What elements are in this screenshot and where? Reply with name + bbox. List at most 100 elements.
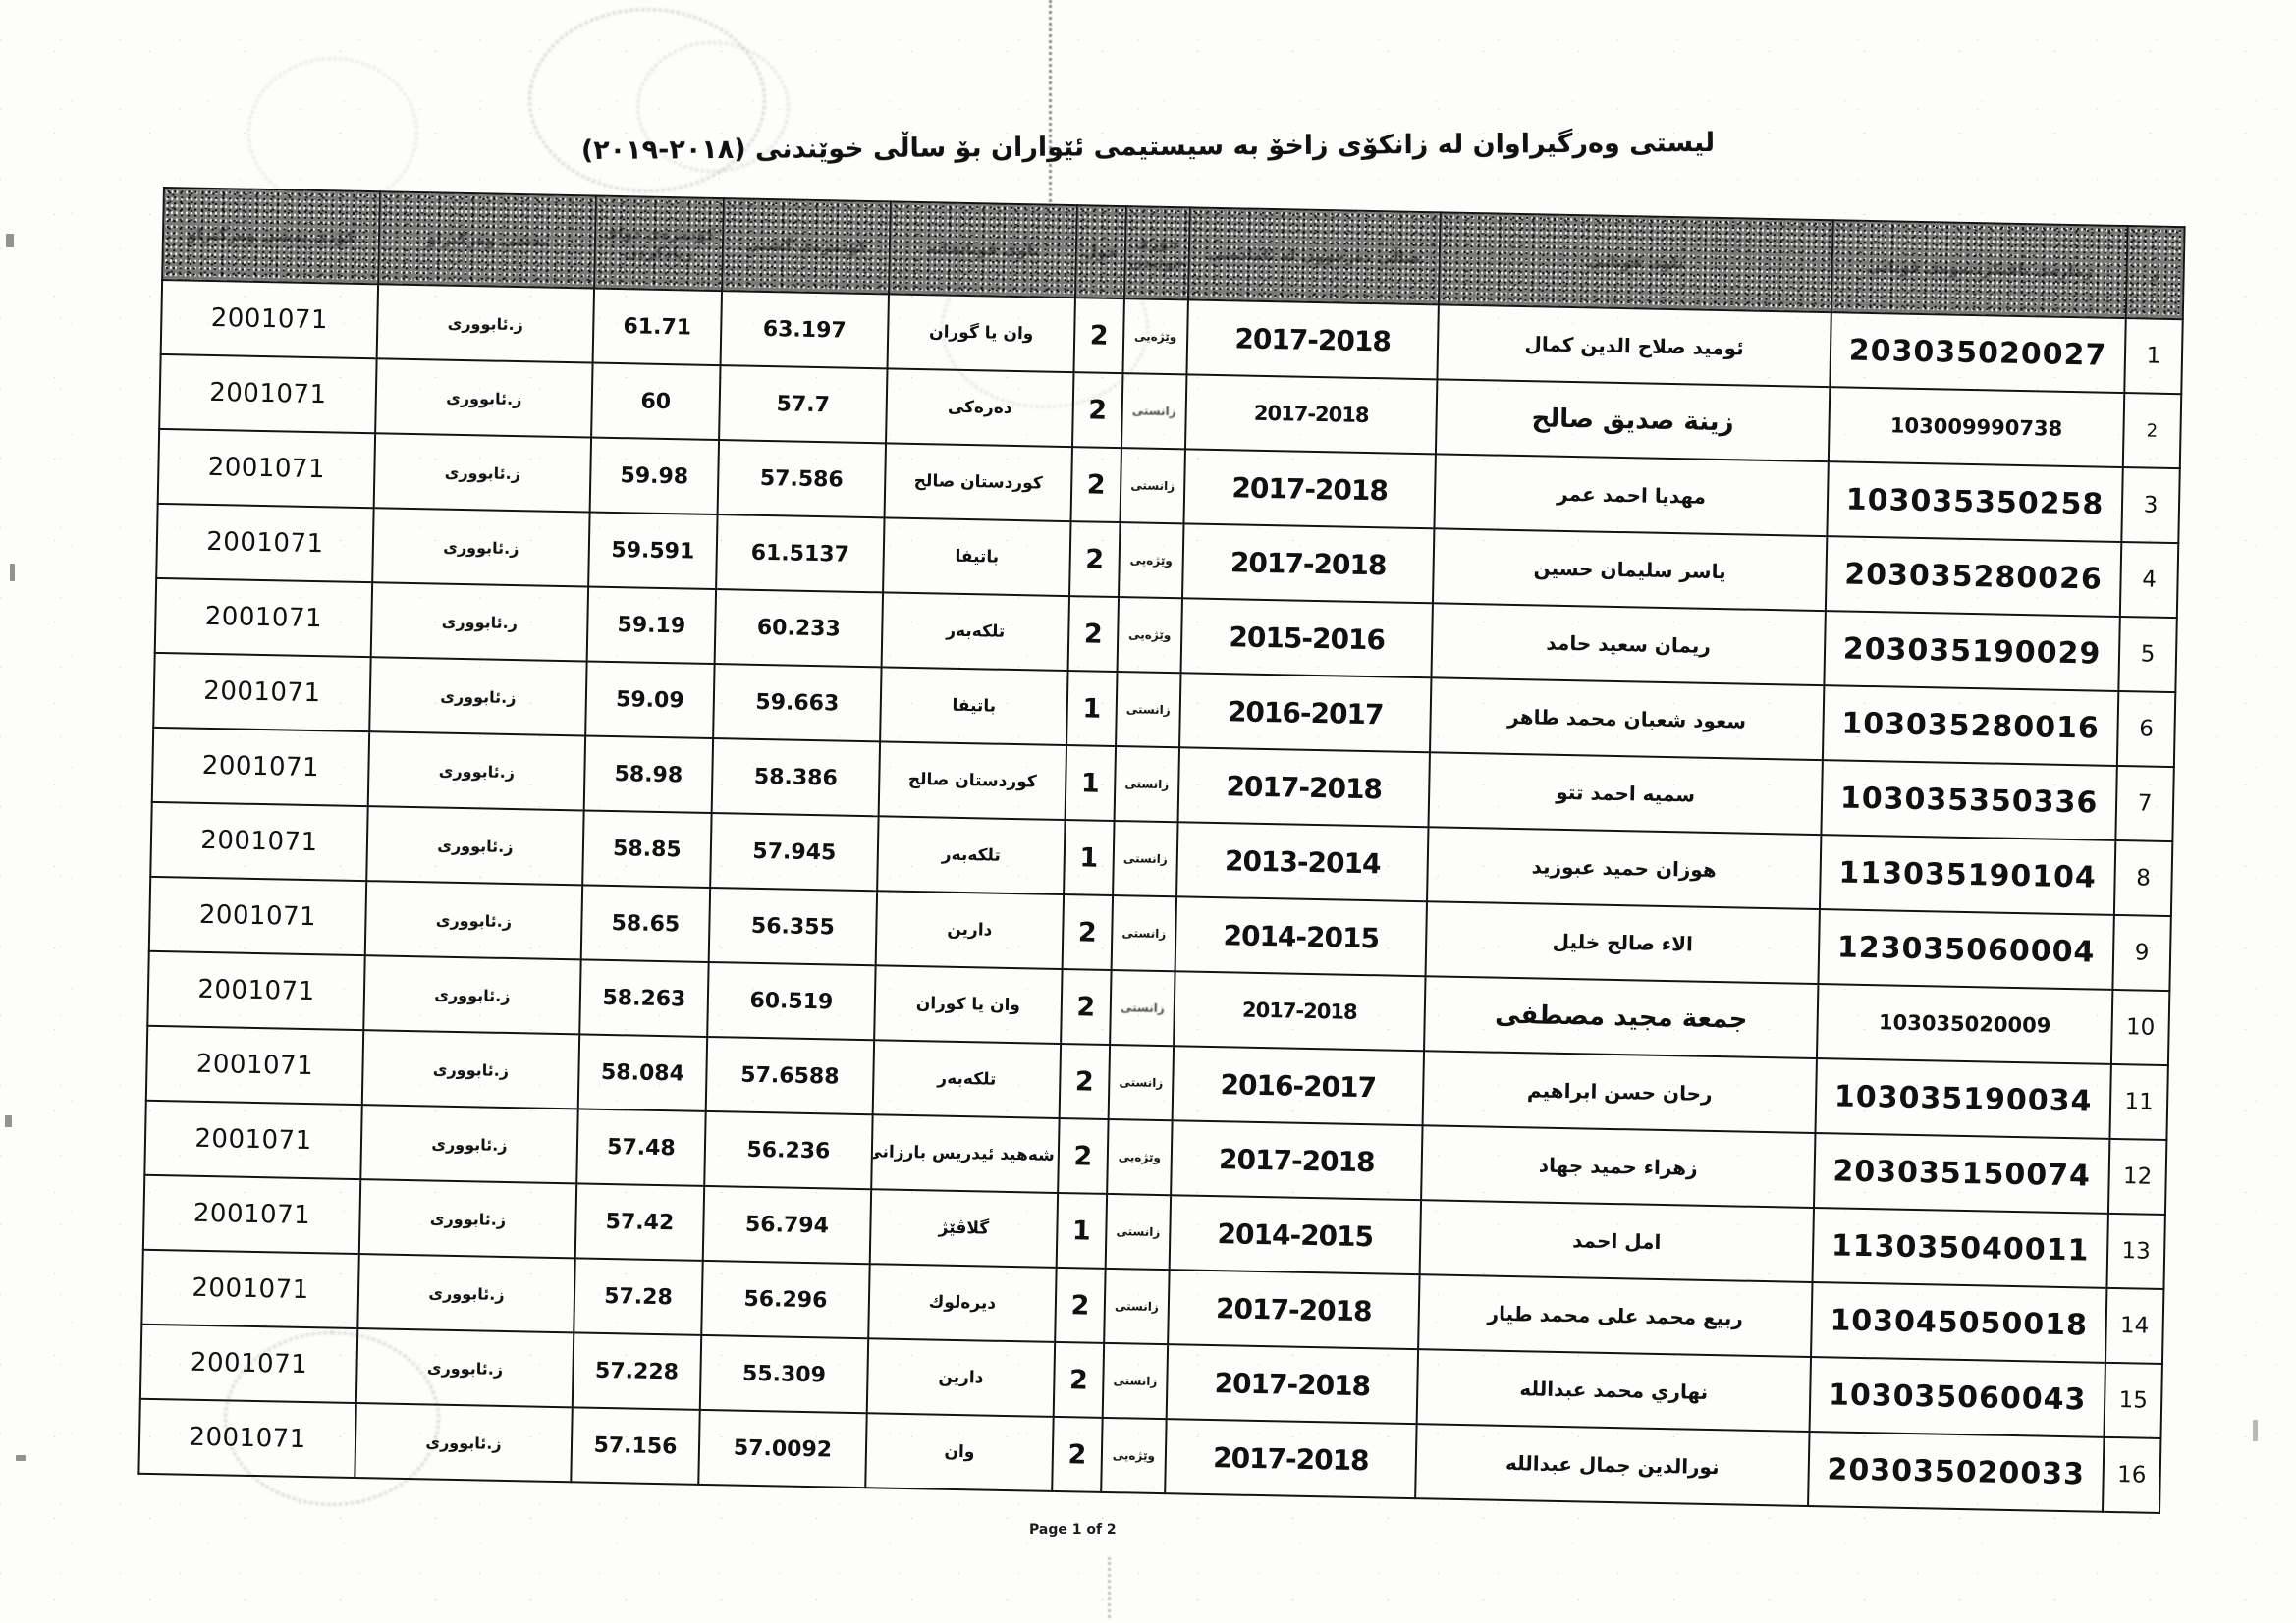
cell-student-name: الاء صالح خلیل [1425, 901, 1820, 985]
cell-school-name: گلاڤێژ [869, 1189, 1059, 1268]
col-header-student-name: ناوی قوتابی [1438, 212, 1833, 313]
cell-department-code: 2001071 [138, 1398, 356, 1479]
cell-department-code: 2001071 [157, 428, 376, 509]
cell-school-name: كوردستان صالح [884, 443, 1072, 522]
cell-department: ز.ئابووری [372, 508, 590, 587]
cell-department-code: 2001071 [150, 801, 368, 882]
cell-grade-after-bonus: 57.156 [571, 1407, 700, 1485]
cell-exam-number: 113035040011 [1812, 1208, 2108, 1288]
cell-exam-number: 103035190034 [1815, 1058, 2111, 1139]
cell-department-code: 2001071 [160, 279, 379, 359]
cell-school-name: باتیفا [880, 667, 1068, 746]
cell-department: ز.ئابووری [363, 955, 581, 1035]
cell-department-code: 2001071 [156, 503, 374, 583]
col-header-row-number: ژ [2125, 226, 2185, 320]
cell-student-name: زینة صدیق صالح [1435, 379, 1831, 462]
cell-graduation-year: 2017-2018 [1186, 299, 1439, 380]
cell-student-name: هوزان حمید عبوزید [1427, 827, 1822, 910]
cell-graduation-year: 2014-2015 [1169, 1195, 1422, 1275]
cell-graduation-year: 2013-2014 [1176, 822, 1429, 902]
cell-exam-number: 203035020033 [1808, 1431, 2105, 1512]
cell-total-grade: 60.519 [707, 961, 876, 1041]
scan-artifact [10, 564, 15, 581]
cell-study-type: زانستی [1102, 1342, 1169, 1420]
cell-row-number: 15 [2104, 1362, 2162, 1438]
cell-student-name: رحان حسن ابراهیم [1422, 1051, 1817, 1134]
cell-round: 2 [1067, 596, 1120, 673]
cell-department: ز.ئابووری [358, 1179, 577, 1259]
cell-school-name: تلكەبەر [872, 1040, 1062, 1118]
cell-department: ز.ئابووری [360, 1105, 578, 1184]
cell-study-type: وێژەیی [1122, 298, 1188, 375]
cell-round: 2 [1053, 1341, 1105, 1418]
cell-row-number: 12 [2107, 1138, 2167, 1216]
cell-school-name: دارین [875, 891, 1065, 970]
cell-department-code: 2001071 [144, 1100, 362, 1180]
cell-round: 2 [1069, 521, 1121, 598]
cell-student-name: سعود شعبان محمد طاهر [1429, 677, 1825, 761]
cell-grade-after-bonus: 58.65 [580, 885, 711, 962]
cell-study-type: وێژەیی [1101, 1417, 1167, 1494]
cell-study-type: زانستی [1108, 1044, 1175, 1121]
cell-row-number: 16 [2102, 1436, 2161, 1513]
cell-exam-number: 103035060043 [1809, 1356, 2105, 1437]
page-title: لیستی وەرگیراوان لە زانکۆی زاخۆ بە سیستی… [580, 127, 1716, 167]
cell-round: 1 [1064, 820, 1115, 896]
cell-row-number: 9 [2112, 914, 2171, 992]
cell-school-name: باتیفا [883, 517, 1071, 597]
table-body: 1 203035020027 ئومید صلاح الدین كمال 201… [138, 279, 2183, 1513]
cell-exam-number: 103035020009 [1816, 984, 2113, 1064]
admissions-table: ژ ژمارەی تاقیکردنەوەی قوتابی ناوی قوتابی… [137, 187, 2185, 1514]
cell-school-name: دیرەلوك [868, 1264, 1057, 1342]
cell-graduation-year: 2017-2018 [1177, 747, 1430, 828]
cell-student-name: جمعة مجید مصطفی [1424, 976, 1819, 1059]
cell-row-number: 2 [2122, 393, 2182, 469]
cell-student-name: نهاري محمد عبدالله [1416, 1349, 1812, 1432]
cell-grade-after-bonus: 57.42 [574, 1183, 705, 1261]
scan-artifact [16, 1455, 26, 1461]
cell-grade-after-bonus: 59.98 [589, 437, 720, 515]
cell-student-name: مهدیا احمد عمر [1434, 454, 1829, 537]
cell-row-number: 5 [2118, 616, 2177, 693]
cell-total-grade: 56.296 [701, 1260, 870, 1339]
cell-department: ز.ئابووری [369, 657, 587, 736]
cell-round: 1 [1066, 671, 1118, 747]
cell-department: ز.ئابووری [357, 1254, 575, 1333]
cell-total-grade: 56.236 [704, 1110, 873, 1190]
cell-exam-number: 203035190029 [1824, 611, 2120, 691]
cell-study-type: زانستی [1104, 1268, 1170, 1345]
cell-grade-after-bonus: 57.28 [574, 1258, 703, 1335]
cell-study-type: زانستی [1114, 746, 1180, 823]
cell-department: ز.ئابووری [355, 1403, 573, 1483]
cell-school-name: تلكەبەر [877, 816, 1066, 895]
scan-artifact [6, 234, 14, 247]
cell-school-name: تلكەبەر [881, 592, 1070, 672]
col-header-graduation-year: ساڵی دەرچوون لە ئامادەیی [1187, 207, 1441, 305]
cell-study-type: زانستی [1110, 969, 1175, 1047]
cell-grade-after-bonus: 61.71 [592, 288, 723, 366]
cell-exam-number: 203035280026 [1825, 536, 2122, 617]
cell-grade-after-bonus: 58.263 [579, 959, 709, 1037]
cell-department: ز.ئابووری [367, 731, 586, 811]
cell-department: ز.ئابووری [370, 582, 589, 662]
page-number: Page 1 of 2 [1029, 1522, 1117, 1538]
cell-student-name: ریمان سعید حامد [1431, 603, 1826, 686]
cell-row-number: 1 [2124, 318, 2183, 395]
cell-row-number: 6 [2116, 690, 2176, 768]
cell-graduation-year: 2014-2015 [1175, 896, 1428, 977]
cell-total-grade: 61.5137 [716, 514, 885, 593]
cell-graduation-year: 2017-2018 [1174, 971, 1426, 1052]
cell-study-type: وێژەیی [1119, 522, 1184, 599]
cell-school-name: وان یا گوران [887, 294, 1075, 373]
cell-grade-after-bonus: 58.98 [583, 735, 714, 814]
cell-exam-number: 103035350336 [1821, 760, 2117, 840]
cell-department-code: 2001071 [141, 1249, 359, 1329]
col-header-round: خول [1074, 205, 1126, 299]
fold-line [1108, 1557, 1111, 1618]
cell-department: ز.ئابووری [376, 284, 595, 363]
cell-total-grade: 55.309 [699, 1334, 869, 1414]
cell-department: ز.ئابووری [375, 358, 593, 438]
cell-grade-after-bonus: 58.85 [582, 810, 712, 888]
cell-study-type: وێژەیی [1107, 1118, 1173, 1196]
cell-row-number: 4 [2119, 542, 2179, 619]
